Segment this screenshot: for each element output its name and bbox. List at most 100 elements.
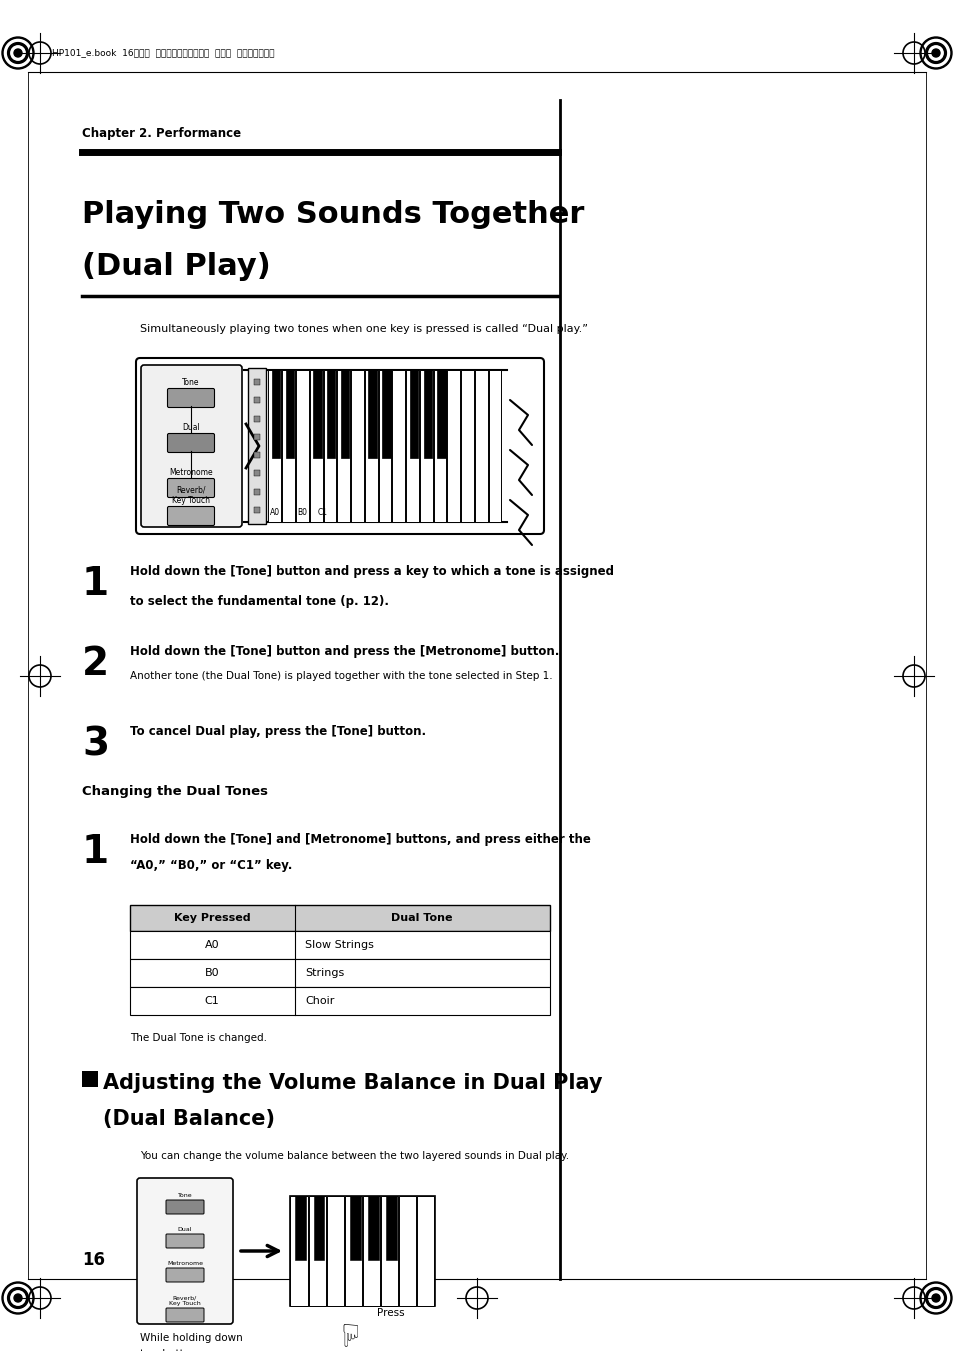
Text: Chapter 2. Performance: Chapter 2. Performance	[82, 127, 241, 141]
Bar	[419, 370, 433, 521]
Text: Changing the Dual Tones: Changing the Dual Tones	[82, 785, 268, 798]
Bar	[423, 370, 432, 458]
Circle shape	[14, 49, 22, 57]
FancyBboxPatch shape	[168, 507, 214, 526]
Bar	[253, 434, 260, 440]
Bar	[364, 370, 377, 521]
Text: Hold down the [Tone] button and press the [Metronome] button.: Hold down the [Tone] button and press th…	[130, 644, 558, 658]
Bar	[416, 1196, 434, 1306]
Text: Press: Press	[376, 1308, 404, 1319]
Text: Playing Two Sounds Together: Playing Two Sounds Together	[82, 200, 584, 230]
Text: “A0,” “B0,” or “C1” key.: “A0,” “B0,” or “C1” key.	[130, 859, 292, 871]
Text: 2: 2	[82, 644, 109, 684]
Bar	[340, 370, 349, 458]
Circle shape	[919, 36, 951, 69]
Bar	[406, 370, 418, 521]
Text: HP101_e.book  16ページ  ２００４年８月３１日  火曜日  午後２時１１分: HP101_e.book 16ページ ２００４年８月３１日 火曜日 午後２時１１…	[52, 49, 274, 58]
Bar	[282, 370, 294, 521]
Circle shape	[919, 1282, 951, 1315]
FancyBboxPatch shape	[166, 1269, 204, 1282]
Bar	[253, 380, 260, 385]
Text: Choir: Choir	[305, 996, 334, 1006]
Text: (Dual Play): (Dual Play)	[82, 253, 271, 281]
Text: Simultaneously playing two tones when one key is pressed is called “Dual play.”: Simultaneously playing two tones when on…	[140, 324, 587, 334]
Bar	[130, 988, 550, 1015]
Bar	[351, 370, 363, 521]
Bar	[314, 1196, 324, 1259]
Bar	[392, 370, 405, 521]
Text: two buttons...: two buttons...	[140, 1350, 213, 1351]
Bar	[82, 1071, 98, 1088]
Bar	[323, 370, 336, 521]
Bar	[253, 416, 260, 422]
FancyBboxPatch shape	[168, 478, 214, 497]
Text: You can change the volume balance between the two layered sounds in Dual play.: You can change the volume balance betwee…	[140, 1151, 569, 1161]
Text: C1: C1	[204, 996, 219, 1006]
Text: Metronome: Metronome	[169, 467, 213, 477]
Bar	[310, 370, 322, 521]
Bar	[253, 453, 260, 458]
Bar	[327, 370, 335, 458]
Text: C1: C1	[317, 508, 328, 517]
Circle shape	[10, 46, 25, 61]
Text: A0: A0	[205, 940, 219, 950]
Text: Adjusting the Volume Balance in Dual Play: Adjusting the Volume Balance in Dual Pla…	[103, 1073, 602, 1093]
Bar	[253, 397, 260, 404]
Circle shape	[5, 39, 31, 66]
Bar	[447, 370, 459, 521]
Bar	[314, 370, 321, 458]
Bar	[368, 370, 376, 458]
Bar	[382, 370, 390, 458]
Bar	[475, 370, 487, 521]
Bar	[337, 370, 350, 521]
Bar	[130, 905, 550, 931]
Circle shape	[924, 43, 945, 63]
FancyBboxPatch shape	[166, 1308, 204, 1323]
Bar	[345, 1196, 361, 1306]
Bar	[436, 370, 445, 458]
Text: Strings: Strings	[305, 969, 344, 978]
Text: The Dual Tone is changed.: The Dual Tone is changed.	[130, 1034, 267, 1043]
Bar	[410, 370, 417, 458]
Bar	[290, 1196, 435, 1306]
Text: Another tone (the Dual Tone) is played together with the tone selected in Step 1: Another tone (the Dual Tone) is played t…	[130, 671, 552, 681]
Bar	[130, 931, 550, 959]
Text: Reverb/
Key Touch: Reverb/ Key Touch	[172, 485, 210, 505]
Text: B0: B0	[205, 969, 219, 978]
FancyBboxPatch shape	[168, 389, 214, 408]
Bar	[350, 1196, 360, 1259]
Bar	[488, 370, 501, 521]
Circle shape	[8, 1288, 29, 1308]
Bar	[253, 507, 260, 513]
Circle shape	[922, 1285, 948, 1312]
Text: A0: A0	[270, 508, 279, 517]
Text: Hold down the [Tone] and [Metronome] buttons, and press either the: Hold down the [Tone] and [Metronome] but…	[130, 834, 590, 846]
Text: Tone: Tone	[177, 1193, 193, 1198]
Text: Dual Tone: Dual Tone	[391, 913, 453, 923]
Text: To cancel Dual play, press the [Tone] button.: To cancel Dual play, press the [Tone] bu…	[130, 725, 426, 738]
Bar	[378, 370, 391, 521]
Circle shape	[931, 49, 939, 57]
Bar	[327, 1196, 343, 1306]
Text: Hold down the [Tone] button and press a key to which a tone is assigned: Hold down the [Tone] button and press a …	[130, 565, 614, 578]
Bar	[363, 1196, 379, 1306]
Bar	[399, 1196, 416, 1306]
Circle shape	[8, 43, 29, 63]
Text: ☝: ☝	[337, 1316, 355, 1346]
Bar	[248, 367, 266, 524]
Circle shape	[2, 1282, 34, 1315]
Bar	[253, 470, 260, 477]
FancyBboxPatch shape	[136, 358, 543, 534]
Text: Tone: Tone	[182, 378, 199, 386]
Circle shape	[5, 1285, 31, 1312]
Bar	[309, 1196, 325, 1306]
Circle shape	[928, 1290, 943, 1305]
Text: Slow Strings: Slow Strings	[305, 940, 374, 950]
Bar	[295, 370, 309, 521]
Circle shape	[10, 1290, 25, 1305]
FancyBboxPatch shape	[166, 1200, 204, 1215]
Text: 16: 16	[82, 1251, 105, 1269]
Bar	[272, 370, 280, 458]
Bar	[386, 1196, 396, 1259]
Circle shape	[924, 1288, 945, 1308]
